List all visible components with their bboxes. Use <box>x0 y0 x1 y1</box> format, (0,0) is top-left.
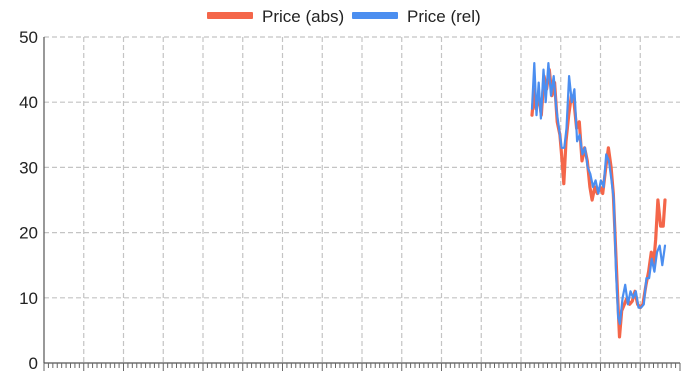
legend-swatch-rel <box>352 12 398 19</box>
y-tick-label: 40 <box>19 93 38 112</box>
series-lines <box>530 62 667 339</box>
y-tick-label: 10 <box>19 289 38 308</box>
y-tick-label: 30 <box>19 158 38 177</box>
y-tick-label: 0 <box>29 354 38 373</box>
y-tick-label: 50 <box>19 28 38 47</box>
legend-item-abs[interactable]: Price (abs) <box>207 7 344 26</box>
legend-label-rel: Price (rel) <box>407 7 481 26</box>
series-line-rel <box>530 62 667 325</box>
legend-swatch-abs <box>207 12 253 19</box>
grid-lines <box>44 36 680 363</box>
y-tick-label: 20 <box>19 224 38 243</box>
legend-label-abs: Price (abs) <box>262 7 344 26</box>
legend-item-rel[interactable]: Price (rel) <box>352 7 481 26</box>
legend: Price (abs) Price (rel) <box>207 7 481 26</box>
axes: 0 10 20 30 40 50 <box>19 28 681 373</box>
